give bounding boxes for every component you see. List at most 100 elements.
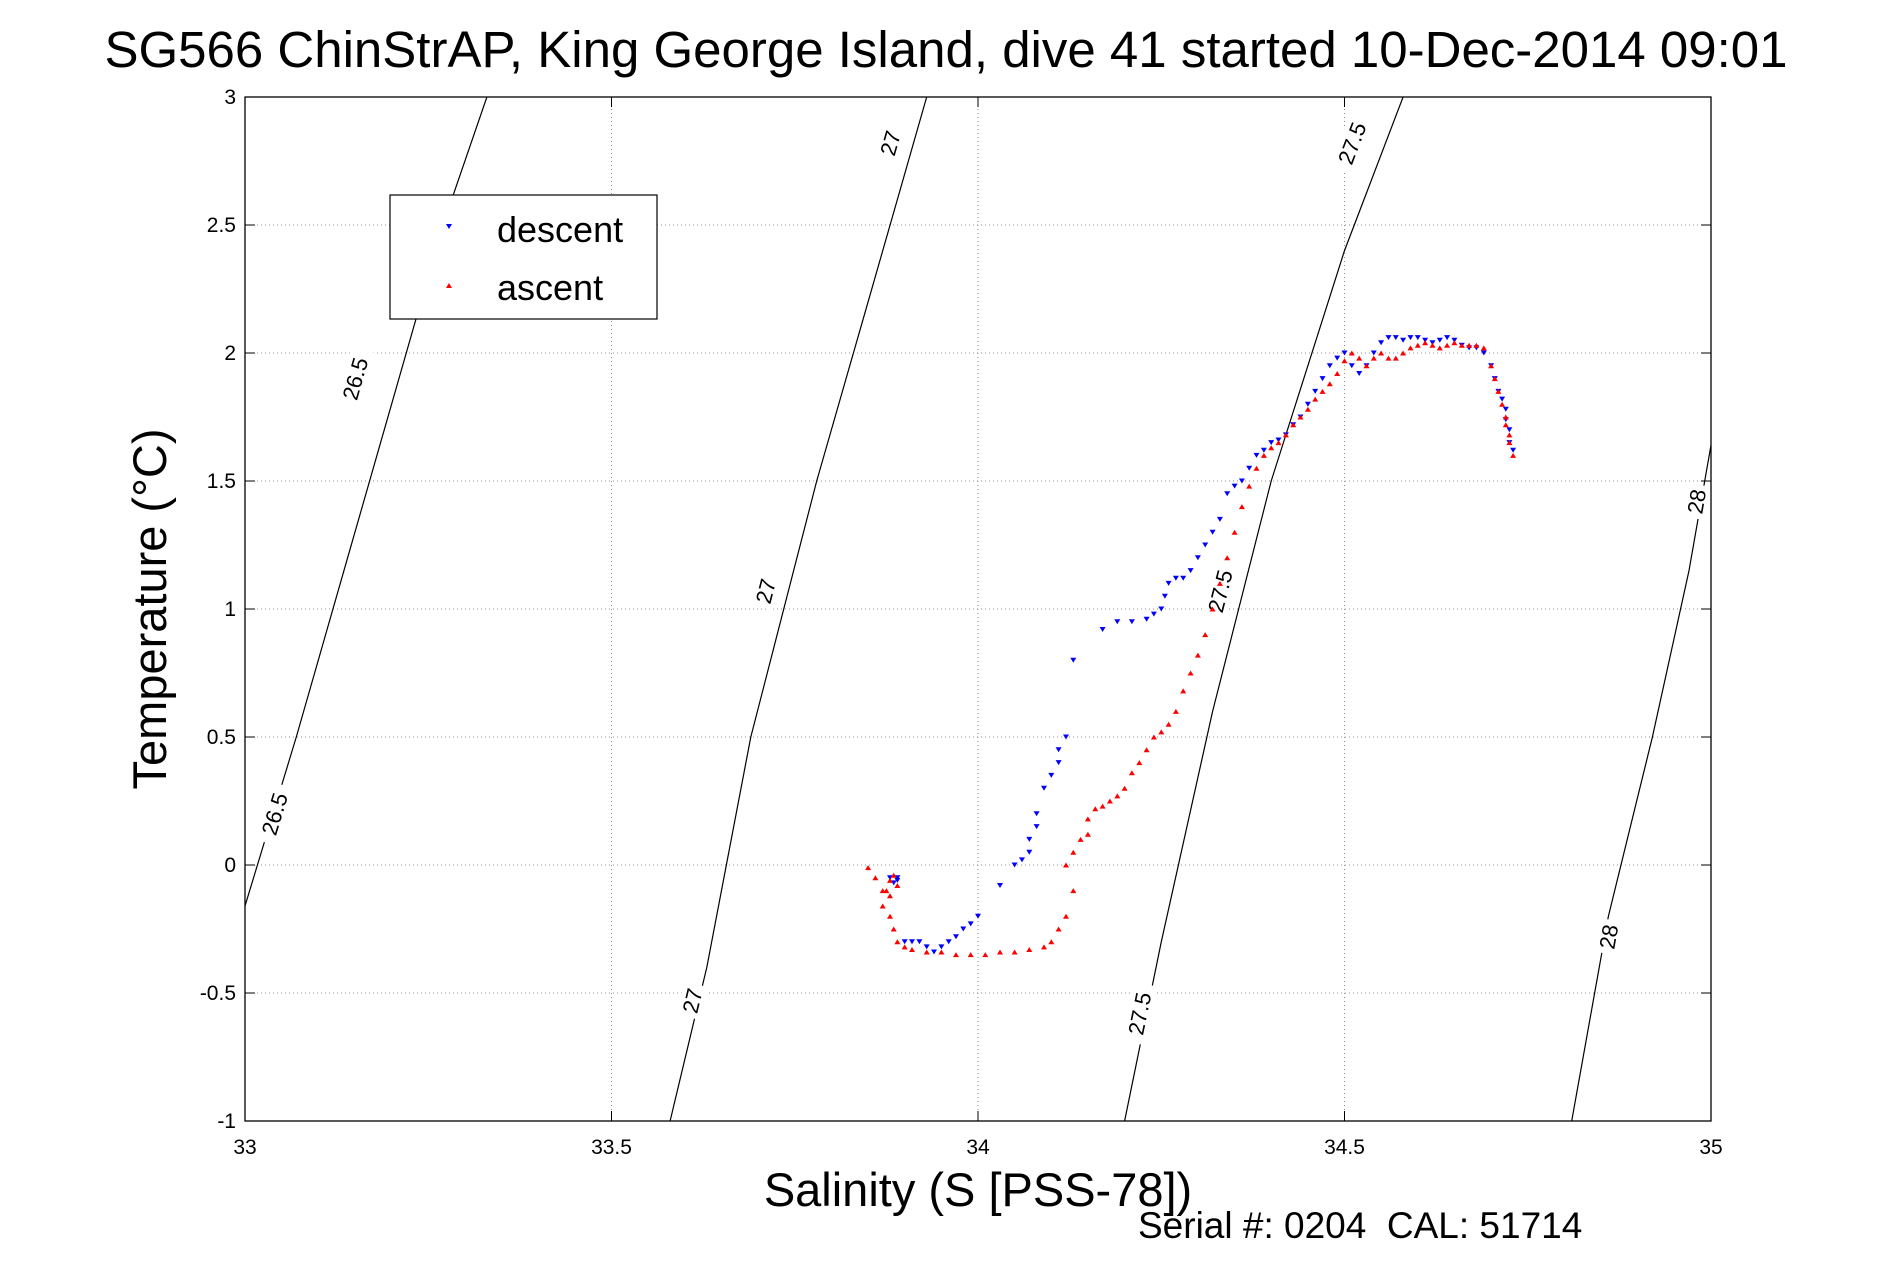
descent-point: [1224, 491, 1231, 497]
contour-label-bg: [335, 346, 375, 411]
legend-descent-label: descent: [497, 209, 623, 250]
descent-point: [975, 913, 981, 919]
x-tick-label: 34: [966, 1136, 990, 1159]
ascent-point: [865, 865, 872, 871]
ascent-point: [1407, 345, 1414, 351]
ascent-point: [967, 952, 974, 958]
contour-label-group: 27: [749, 571, 782, 611]
ascent-point: [1216, 580, 1223, 586]
descent-point: [1019, 857, 1025, 863]
x-tick-label: 33: [233, 1136, 256, 1159]
ascent-point: [883, 888, 890, 894]
ascent-point: [1063, 862, 1069, 868]
ascent-point: [1326, 381, 1333, 387]
contour-label: 28: [1682, 487, 1711, 515]
ascent-point: [1268, 445, 1275, 451]
ascent-point: [923, 949, 930, 955]
y-tick-label: 0: [224, 854, 236, 877]
data-series: [865, 335, 1517, 958]
descent-point: [1502, 406, 1509, 412]
contour-label-bg: [254, 781, 295, 846]
y-tick-label: 2.5: [207, 214, 236, 237]
contour-label-bg: [1329, 110, 1374, 176]
x-tick-label: 35: [1699, 1136, 1722, 1159]
x-tick-label: 34.5: [1324, 1136, 1365, 1159]
contour-label-group: 27: [873, 123, 907, 163]
ascent-point: [1304, 406, 1311, 412]
ascent-point: [1436, 345, 1443, 351]
ascent-point: [1150, 734, 1157, 740]
series-ascent: [865, 340, 1517, 958]
descent-point: [960, 926, 967, 932]
chart-title: SG566 ChinStrAP, King George Island, div…: [104, 21, 1787, 78]
descent-point: [1150, 611, 1157, 617]
descent-point: [1165, 580, 1172, 586]
descent-point: [1348, 363, 1355, 369]
ascent-point: [890, 872, 897, 878]
descent-point: [1304, 401, 1311, 407]
ascent-point: [1297, 414, 1304, 420]
descent-point: [1033, 811, 1040, 817]
descent-point: [1172, 575, 1179, 581]
contour-label-bg: [1121, 981, 1158, 1046]
ascent-point: [1275, 440, 1282, 446]
descent-point: [1011, 862, 1018, 868]
ascent-point: [1334, 371, 1341, 376]
ascent-point: [1070, 849, 1077, 855]
ascent-point: [1356, 355, 1363, 361]
ascent-point: [997, 949, 1003, 955]
ascent-point: [1041, 944, 1047, 950]
ascent-point: [901, 944, 908, 950]
descent-point: [1180, 575, 1187, 581]
ascent-point: [1253, 465, 1260, 471]
ascent-point: [1341, 358, 1348, 364]
legend-box: [389, 194, 658, 320]
ascent-point: [1099, 803, 1106, 809]
ascent-point: [1158, 729, 1165, 735]
descent-point: [1026, 836, 1033, 842]
descent-point: [1238, 478, 1245, 484]
descent-point: [1048, 772, 1055, 778]
ascent-point: [1348, 350, 1355, 356]
descent-point: [1451, 337, 1458, 343]
descent-point: [1194, 555, 1201, 561]
descent-point: [1253, 452, 1260, 458]
ascent-point: [1385, 355, 1392, 361]
descent-point: [967, 921, 974, 927]
ascent-point: [887, 893, 893, 899]
contour-label-bg: [1593, 917, 1624, 956]
descent-point: [1128, 619, 1135, 625]
contour-label: 28: [1594, 923, 1623, 951]
contour-label-group: 28: [1593, 917, 1624, 956]
serial-cal-footer: Serial #: 0204 CAL: 51714: [1138, 1205, 1582, 1246]
ascent-point: [1114, 793, 1121, 799]
descent-point: [1319, 376, 1326, 382]
descent-point: [1341, 350, 1348, 356]
ascent-point: [1378, 350, 1385, 356]
ascent-point: [1502, 414, 1509, 420]
descent-point: [953, 934, 959, 940]
ascent-point: [1077, 836, 1084, 842]
ascent-point: [1312, 396, 1319, 402]
legend-ascent-label: ascent: [497, 267, 603, 308]
descent-point: [1506, 427, 1513, 433]
y-tick-label: -0.5: [200, 982, 236, 1005]
ascent-point: [887, 877, 893, 883]
ascent-point: [1084, 816, 1091, 822]
y-tick-label: 1.5: [207, 470, 236, 493]
descent-point: [1392, 335, 1399, 341]
descent-point: [1407, 335, 1414, 341]
ascent-point: [1282, 432, 1289, 438]
legend-ascent-marker: [446, 283, 452, 288]
descent-point: [1114, 619, 1121, 625]
contour-label-group: 28: [1681, 482, 1711, 521]
descent-point: [1334, 355, 1341, 361]
contour-label-bg: [676, 981, 708, 1021]
descent-point: [1026, 849, 1033, 855]
axis-ticks: 33 33.5 34 34.5 35 -1 -0.5 0 0.5 1 1.5 2 2.5 3: [200, 86, 1723, 1159]
descent-point: [1216, 516, 1223, 522]
descent-point: [1041, 785, 1047, 791]
descent-point: [1158, 606, 1165, 612]
descent-point: [945, 939, 952, 945]
ascent-point: [1238, 504, 1245, 510]
